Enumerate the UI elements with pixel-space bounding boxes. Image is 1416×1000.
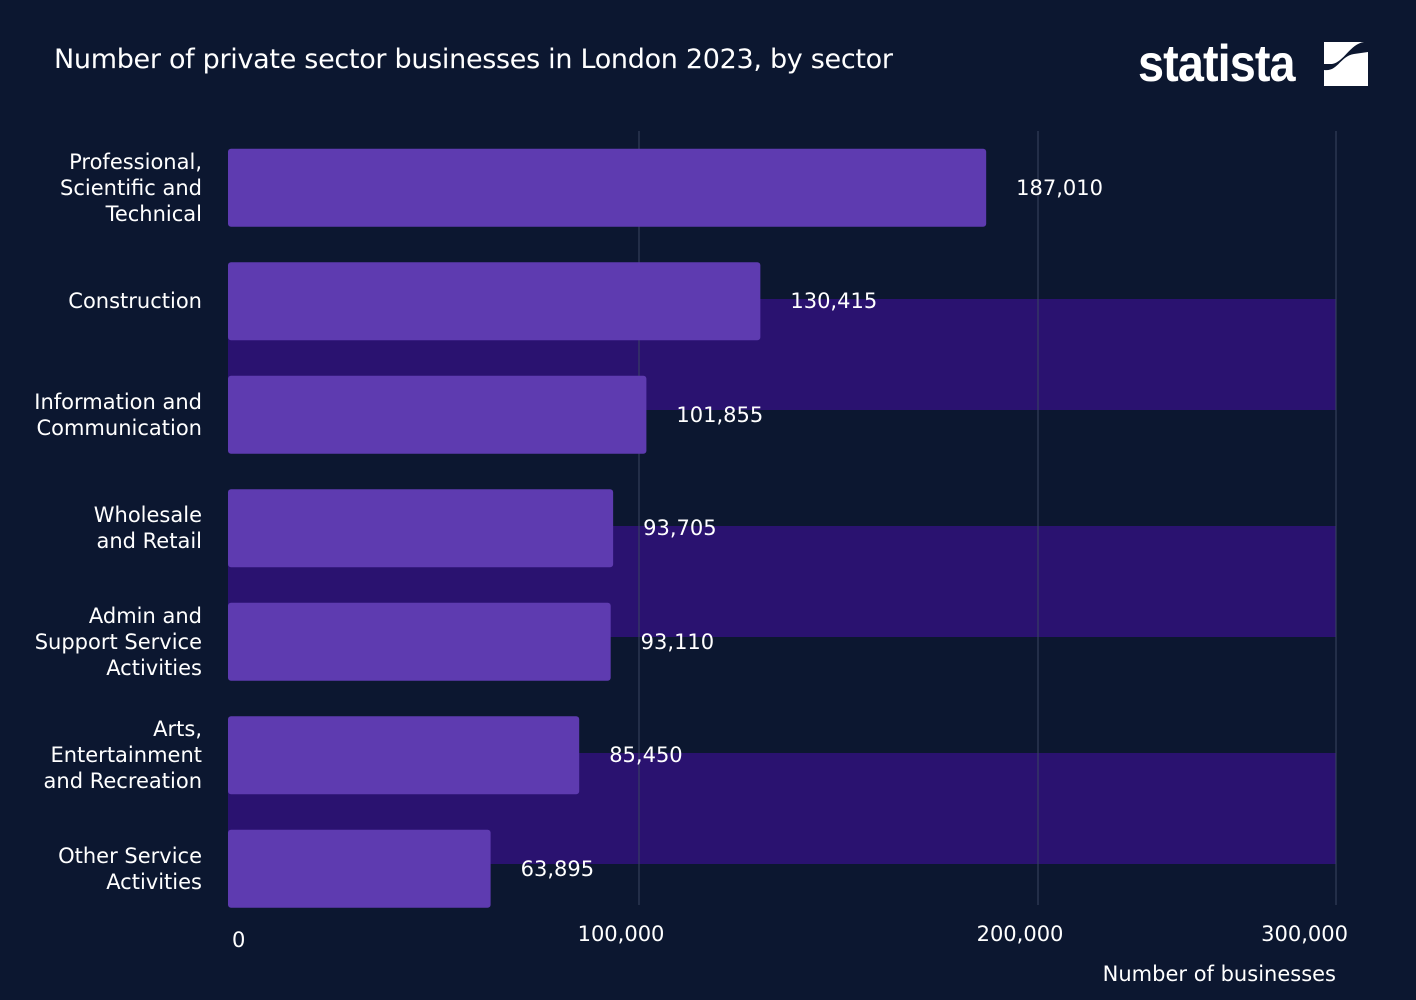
chart-title: Number of private sector businesses in L…	[54, 44, 893, 75]
category-label: Professional, Scientific and Technical	[60, 149, 202, 226]
category-label: Wholesale and Retail	[93, 503, 202, 554]
statista-logo: statista	[1138, 34, 1369, 94]
x-axis-label: Number of businesses	[1102, 962, 1336, 986]
category-label: Admin and Support Service Activities	[34, 603, 202, 680]
category-label: Information and Communication	[34, 389, 202, 440]
statista-logo-icon	[1324, 42, 1369, 86]
bar	[228, 602, 611, 681]
value-label: 93,705	[643, 516, 717, 541]
bar	[228, 489, 614, 568]
value-label: 187,010	[1016, 175, 1103, 200]
category-label: Other Service Activities	[58, 843, 202, 894]
x-tick-label: 0	[232, 928, 246, 952]
x-tick-label: 300,000	[1261, 922, 1348, 946]
bar	[228, 375, 647, 454]
value-label: 63,895	[520, 856, 595, 881]
x-tick-label: 100,000	[577, 922, 665, 946]
category-label: Arts, Entertainment and Recreation	[43, 717, 202, 794]
value-label: 85,450	[609, 743, 683, 768]
logo-text: statista	[1138, 35, 1296, 93]
value-label: 93,110	[640, 629, 715, 654]
x-tick-label: 200,000	[976, 922, 1064, 946]
bar	[228, 829, 491, 908]
category-label: Construction	[68, 289, 202, 314]
bar	[228, 716, 580, 795]
value-label: 101,855	[676, 402, 764, 427]
value-label: 130,415	[790, 289, 878, 314]
bar	[228, 262, 761, 341]
bar	[228, 148, 987, 227]
